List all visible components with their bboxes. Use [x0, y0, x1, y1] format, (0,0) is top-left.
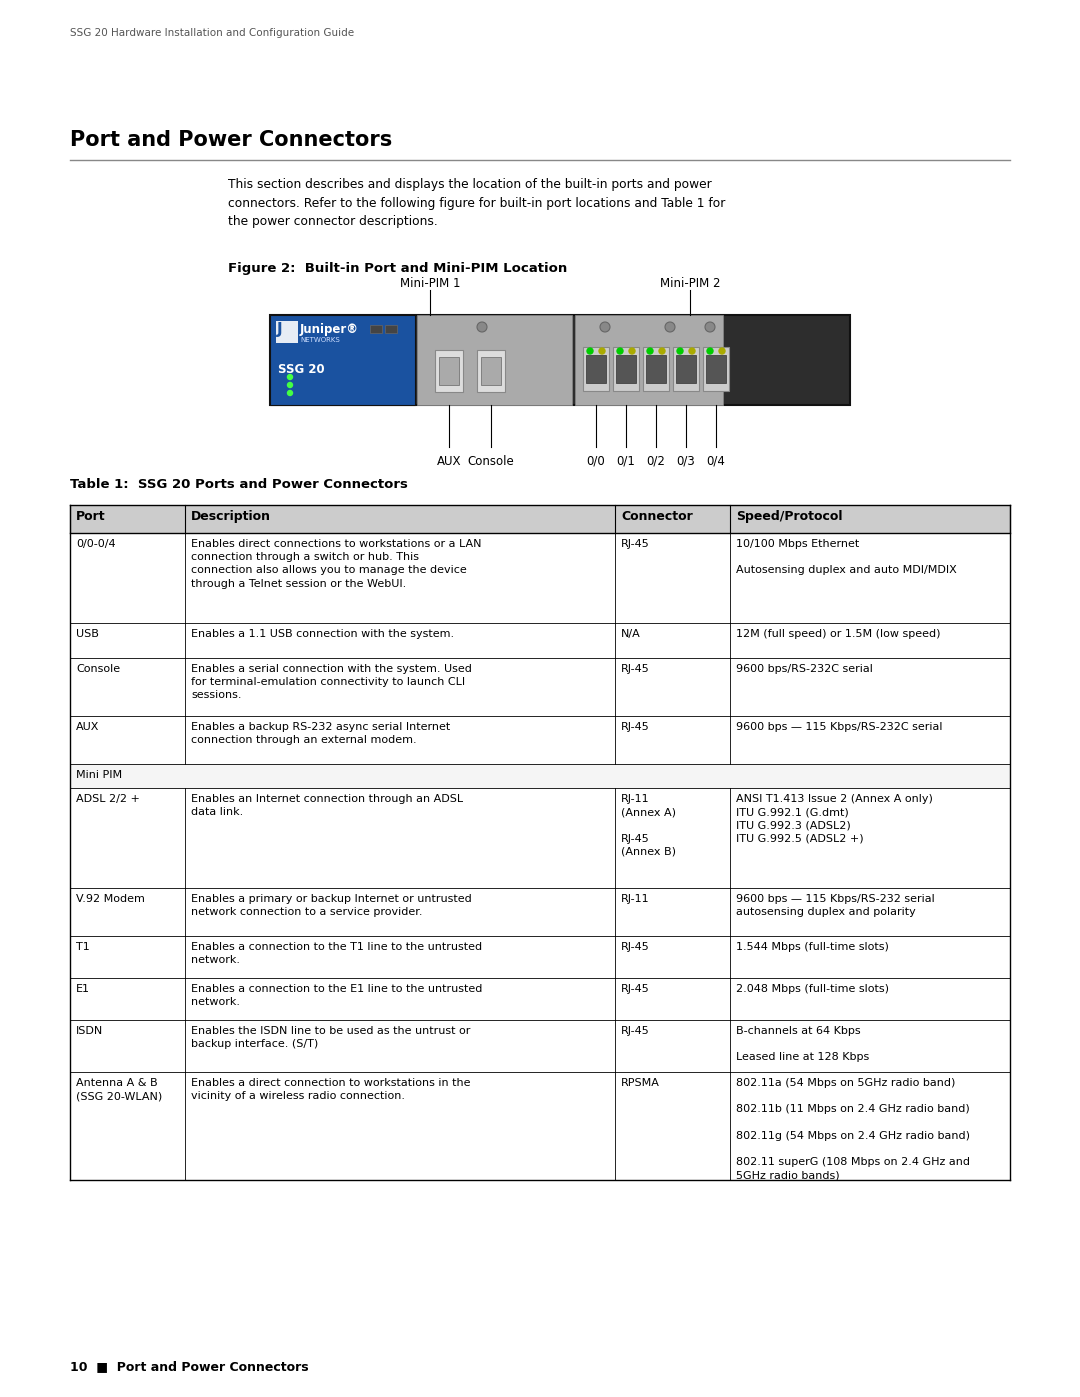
Text: Mini-PIM 2: Mini-PIM 2 [660, 277, 720, 291]
Circle shape [677, 348, 683, 353]
Bar [643, 346, 669, 391]
Bar [384, 326, 397, 332]
Text: This section describes and displays the location of the built-in ports and power: This section describes and displays the … [228, 177, 726, 228]
Bar [70, 888, 1010, 936]
Bar [70, 658, 1010, 717]
Circle shape [659, 348, 665, 353]
Bar [276, 321, 298, 344]
Text: Enables direct connections to workstations or a LAN
connection through a switch : Enables direct connections to workstatio… [191, 539, 482, 588]
Bar [70, 534, 1010, 623]
Bar [477, 351, 505, 393]
Bar [70, 1071, 1010, 1180]
Bar [613, 346, 639, 391]
Bar [70, 764, 1010, 788]
Text: Console: Console [468, 455, 514, 468]
Circle shape [705, 321, 715, 332]
Text: USB: USB [76, 629, 99, 638]
Text: 10/100 Mbps Ethernet

Autosensing duplex and auto MDI/MDIX: 10/100 Mbps Ethernet Autosensing duplex … [735, 539, 957, 576]
Bar [616, 355, 636, 383]
Text: Enables a direct connection to workstations in the
vicinity of a wireless radio : Enables a direct connection to workstati… [191, 1078, 471, 1101]
Circle shape [617, 348, 623, 353]
Text: 9600 bps — 115 Kbps/RS-232C serial: 9600 bps — 115 Kbps/RS-232C serial [735, 722, 943, 732]
Text: 0/3: 0/3 [677, 455, 696, 468]
Circle shape [588, 348, 593, 353]
Text: Speed/Protocol: Speed/Protocol [735, 510, 842, 522]
Text: V.92 Modem: V.92 Modem [76, 894, 145, 904]
Text: Enables a 1.1 USB connection with the system.: Enables a 1.1 USB connection with the sy… [191, 629, 454, 638]
Bar [706, 355, 726, 383]
Text: RJ-45: RJ-45 [621, 983, 650, 995]
Bar [70, 1020, 1010, 1071]
Circle shape [477, 321, 487, 332]
Text: 802.11a (54 Mbps on 5GHz radio band)

802.11b (11 Mbps on 2.4 GHz radio band)

8: 802.11a (54 Mbps on 5GHz radio band) 802… [735, 1078, 970, 1180]
Circle shape [287, 391, 293, 395]
Text: Enables a primary or backup Internet or untrusted
network connection to a servic: Enables a primary or backup Internet or … [191, 894, 472, 918]
Bar [583, 346, 609, 391]
Text: RJ-45: RJ-45 [621, 722, 650, 732]
Text: ISDN: ISDN [76, 1025, 104, 1037]
Bar [673, 346, 699, 391]
Text: Antenna A & B
(SSG 20-WLAN): Antenna A & B (SSG 20-WLAN) [76, 1078, 162, 1101]
Text: RJ-45: RJ-45 [621, 539, 650, 549]
Bar [676, 355, 696, 383]
Text: Juniper®: Juniper® [300, 323, 359, 337]
Text: Description: Description [191, 510, 271, 522]
Bar [70, 788, 1010, 888]
Text: 0/0-0/4: 0/0-0/4 [76, 539, 116, 549]
Text: RPSMA: RPSMA [621, 1078, 660, 1088]
Text: Table 1:  SSG 20 Ports and Power Connectors: Table 1: SSG 20 Ports and Power Connecto… [70, 478, 408, 490]
Text: Enables a serial connection with the system. Used
for terminal-emulation connect: Enables a serial connection with the sys… [191, 664, 472, 700]
Text: Figure 2:  Built-in Port and Mini-PIM Location: Figure 2: Built-in Port and Mini-PIM Loc… [228, 263, 567, 275]
Text: ADSL 2/2 +: ADSL 2/2 + [76, 793, 140, 805]
Text: Port and Power Connectors: Port and Power Connectors [70, 130, 392, 149]
Text: Connector: Connector [621, 510, 692, 522]
Bar [370, 326, 382, 332]
Circle shape [600, 321, 610, 332]
Text: 9600 bps — 115 Kbps/RS-232 serial
autosensing duplex and polarity: 9600 bps — 115 Kbps/RS-232 serial autose… [735, 894, 935, 918]
Text: B-channels at 64 Kbps

Leased line at 128 Kbps: B-channels at 64 Kbps Leased line at 128… [735, 1025, 869, 1062]
Circle shape [689, 348, 696, 353]
Circle shape [707, 348, 713, 353]
Text: Enables an Internet connection through an ADSL
data link.: Enables an Internet connection through a… [191, 793, 463, 817]
Text: NETWORKS: NETWORKS [300, 337, 340, 344]
Bar [70, 717, 1010, 764]
Text: 9600 bps/RS-232C serial: 9600 bps/RS-232C serial [735, 664, 873, 673]
Text: AUX: AUX [436, 455, 461, 468]
Bar [70, 978, 1010, 1020]
Text: SSG 20 Hardware Installation and Configuration Guide: SSG 20 Hardware Installation and Configu… [70, 28, 354, 38]
Text: J: J [276, 321, 283, 337]
Bar [586, 355, 606, 383]
Text: SSG 20: SSG 20 [278, 363, 325, 376]
Text: T1: T1 [76, 942, 90, 951]
Text: N/A: N/A [621, 629, 640, 638]
Bar [270, 314, 850, 405]
Text: Port: Port [76, 510, 106, 522]
Text: 12M (full speed) or 1.5M (low speed): 12M (full speed) or 1.5M (low speed) [735, 629, 941, 638]
Text: E1: E1 [76, 983, 90, 995]
Text: RJ-45: RJ-45 [621, 942, 650, 951]
Circle shape [287, 383, 293, 387]
Bar [703, 346, 729, 391]
Circle shape [599, 348, 605, 353]
Text: RJ-11: RJ-11 [621, 894, 650, 904]
Text: Enables a connection to the E1 line to the untrusted
network.: Enables a connection to the E1 line to t… [191, 983, 483, 1007]
Bar [270, 314, 415, 405]
Bar [417, 314, 572, 405]
Bar [70, 623, 1010, 658]
Text: RJ-11
(Annex A)

RJ-45
(Annex B): RJ-11 (Annex A) RJ-45 (Annex B) [621, 793, 676, 856]
Text: ANSI T1.413 Issue 2 (Annex A only)
ITU G.992.1 (G.dmt)
ITU G.992.3 (ADSL2)
ITU G: ANSI T1.413 Issue 2 (Annex A only) ITU G… [735, 793, 933, 844]
Text: 1.544 Mbps (full-time slots): 1.544 Mbps (full-time slots) [735, 942, 889, 951]
Text: 10  ■  Port and Power Connectors: 10 ■ Port and Power Connectors [70, 1361, 309, 1373]
Text: 2.048 Mbps (full-time slots): 2.048 Mbps (full-time slots) [735, 983, 889, 995]
Text: Console: Console [76, 664, 120, 673]
Circle shape [665, 321, 675, 332]
Text: RJ-45: RJ-45 [621, 664, 650, 673]
Text: 0/1: 0/1 [617, 455, 635, 468]
Text: Enables a connection to the T1 line to the untrusted
network.: Enables a connection to the T1 line to t… [191, 942, 482, 965]
Bar [438, 358, 459, 386]
Circle shape [629, 348, 635, 353]
Text: 0/2: 0/2 [647, 455, 665, 468]
Text: 0/0: 0/0 [586, 455, 606, 468]
Text: Mini PIM: Mini PIM [76, 770, 122, 780]
Bar [70, 936, 1010, 978]
